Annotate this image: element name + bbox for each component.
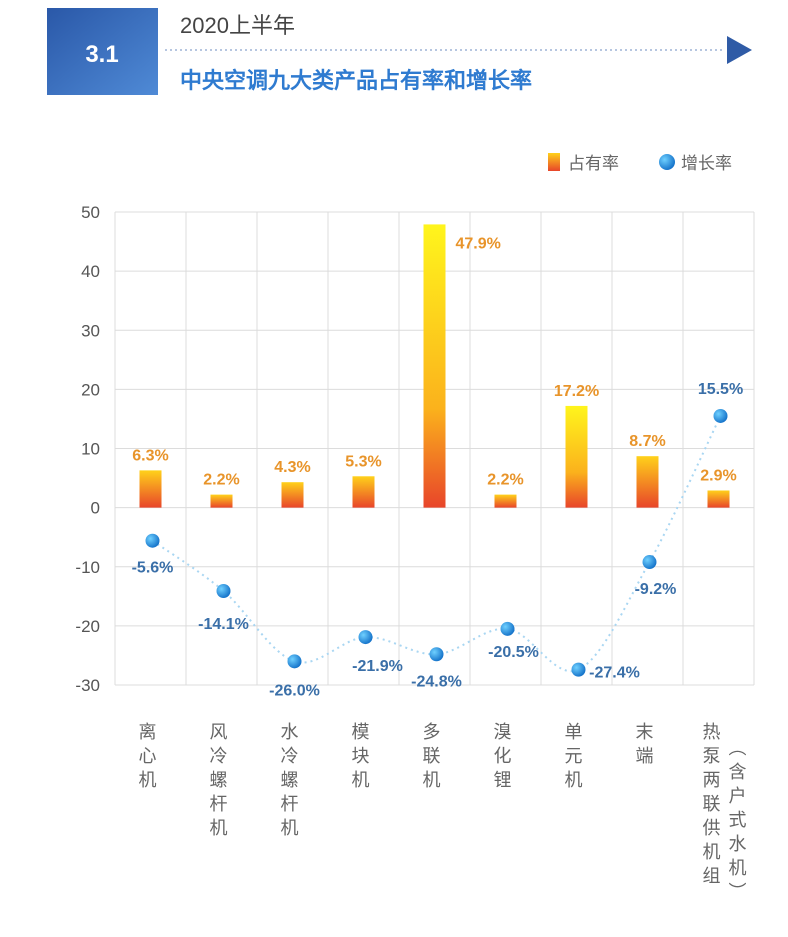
growth-data-label: -27.4% (589, 665, 640, 682)
growth-dot (145, 533, 160, 548)
arrow-right-icon (727, 36, 752, 64)
x-category-label: 溴化锂 (492, 722, 512, 794)
growth-dot (571, 662, 586, 677)
share-data-label: 2.9% (700, 467, 736, 484)
x-category-label: （含户式水机） (727, 738, 747, 906)
growth-dot (216, 583, 231, 598)
share-data-label: 2.2% (487, 472, 523, 489)
x-category-label: 末端 (634, 722, 654, 770)
y-tick-label: 20 (81, 380, 100, 399)
growth-data-label: 15.5% (698, 381, 743, 398)
section-badge (47, 8, 158, 95)
subtitle: 2020上半年 (180, 13, 295, 38)
growth-data-label: -14.1% (198, 616, 249, 633)
share-bar (210, 494, 233, 508)
growth-dot (287, 654, 302, 669)
share-bar (281, 482, 304, 508)
share-bar (352, 476, 375, 508)
x-category-label: 多联机 (421, 722, 441, 794)
y-axis: 50 40 30 20 10 0 -10 -20 -30 (75, 203, 100, 695)
y-tick-label: -30 (75, 676, 100, 695)
share-bar (494, 494, 517, 508)
page-title: 中央空调九大类产品占有率和增长率 (180, 68, 532, 93)
growth-data-label: -9.2% (635, 581, 677, 598)
share-bar (423, 224, 446, 508)
share-bar (707, 490, 730, 508)
share-data-label: 2.2% (203, 472, 239, 489)
y-tick-label: -10 (75, 558, 100, 577)
share-data-label: 17.2% (554, 383, 599, 400)
growth-dot (500, 621, 515, 636)
x-category-label: 模块机 (350, 722, 370, 794)
y-tick-label: 50 (81, 203, 100, 222)
share-bar (139, 470, 162, 508)
x-axis: 离心机 风冷螺杆机 水冷螺杆机 模块机 多联机 溴化锂 单元机 末端 热泵两联供机组 （含户式水机… (137, 722, 747, 906)
x-category-label: 单元机 (563, 722, 583, 794)
growth-dots: -5.6% -14.1% -26.0% -21.9% -24.8% -20.5% -27.4… (132, 381, 744, 699)
legend: 占有率 增长率 (548, 153, 732, 173)
growth-data-label: -20.5% (488, 644, 539, 661)
share-data-label: 6.3% (132, 447, 168, 464)
share-bar (636, 456, 659, 508)
x-category-label: 风冷螺杆机 (208, 722, 228, 842)
y-tick-label: 10 (81, 440, 100, 459)
growth-data-label: -5.6% (132, 560, 174, 577)
y-tick-label: 30 (81, 321, 100, 340)
growth-data-label: -21.9% (352, 658, 403, 675)
growth-dot (429, 647, 444, 662)
growth-dot (642, 555, 657, 570)
growth-data-label: -24.8% (411, 673, 462, 690)
share-bars: 6.3% 2.2% 4.3% 5.3% 47.9% 2.2% 17.2% 8.7% 2.9% (132, 224, 737, 508)
x-category-label: 热泵两联供机组 (701, 722, 721, 890)
legend-growth-label: 增长率 (681, 154, 732, 173)
header: 3.1 2020上半年 中央空调九大类产品占有率和增长率 (47, 8, 752, 95)
growth-dot (713, 408, 728, 423)
growth-dot (358, 630, 373, 645)
y-tick-label: -20 (75, 617, 100, 636)
growth-data-label: -26.0% (269, 682, 320, 699)
y-tick-label: 40 (81, 262, 100, 281)
x-category-label: 离心机 (137, 722, 157, 794)
legend-share-label: 占有率 (568, 154, 619, 173)
legend-share-swatch (548, 153, 560, 171)
y-tick-label: 0 (91, 499, 100, 518)
section-number: 3.1 (85, 41, 118, 68)
legend-growth-swatch (659, 154, 675, 170)
share-data-label: 47.9% (456, 235, 501, 252)
share-bar (565, 405, 588, 508)
share-data-label: 8.7% (629, 433, 665, 450)
x-category-label: 水冷螺杆机 (279, 722, 299, 842)
share-data-label: 4.3% (274, 459, 310, 476)
share-data-label: 5.3% (345, 453, 381, 470)
